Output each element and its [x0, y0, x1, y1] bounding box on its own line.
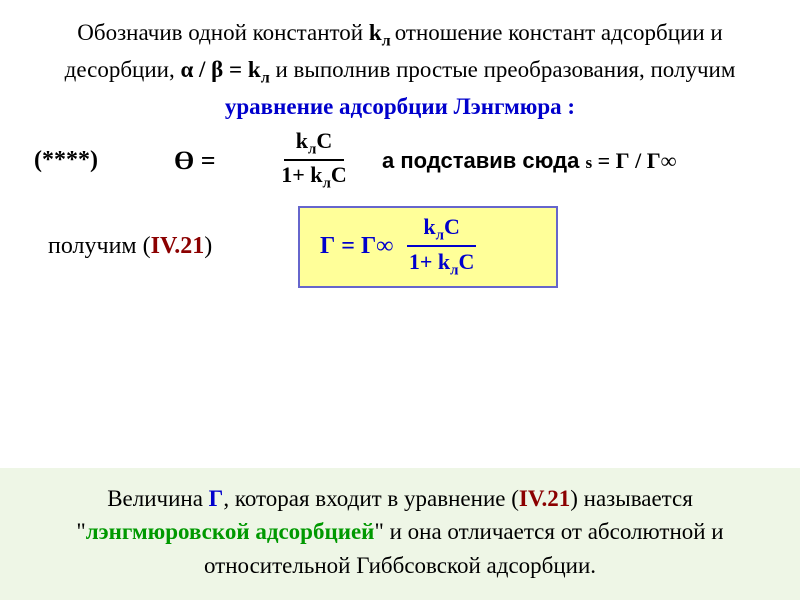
box-num-sub: л	[436, 227, 444, 243]
box-den-pre: 1+ k	[409, 249, 450, 274]
footer-t1: Величина	[107, 486, 208, 511]
line2-b: )	[204, 233, 212, 259]
eq-numerator: kлC	[284, 129, 345, 161]
footer-term: лэнгмюровской адсорбцией	[86, 519, 375, 544]
eq-num-C: C	[316, 128, 332, 153]
box-numerator: kлC	[407, 214, 476, 248]
eq-den-C: C	[331, 162, 347, 187]
footer-block: Величина Г, которая входит в уравнение (…	[0, 468, 800, 600]
intro-part3: и выполнив простые преобразования, получ…	[270, 57, 736, 82]
intro-blue: уравнение адсорбции Лэнгмюра :	[225, 94, 575, 119]
footer-t2: , которая входит в уравнение (	[223, 486, 519, 511]
eq-right-a: а подставив сюда	[382, 148, 585, 173]
box-den-C: C	[458, 249, 474, 274]
box-fraction: kлC 1+ kлC	[407, 214, 476, 280]
eq-theta: Ө =	[174, 146, 254, 176]
intro-ksub: л	[382, 33, 395, 50]
line2: получим (IV.21) Г = Г∞ kлC 1+ kлC	[30, 206, 770, 288]
box-left: Г = Г∞	[320, 233, 407, 260]
line2-left: получим (IV.21)	[30, 233, 298, 260]
line2-ref: IV.21	[151, 233, 205, 259]
line2-a: получим (	[48, 233, 151, 259]
eq-den-pre: 1+ k	[281, 162, 322, 187]
eq-right: а подставив сюда s = Г / Г∞	[374, 148, 770, 174]
intro-ratio: α / β = k	[180, 57, 260, 82]
formula-box: Г = Г∞ kлC 1+ kлC	[298, 206, 558, 288]
eq-right-eq: = Г / Г∞	[592, 148, 676, 173]
box-num-C: C	[444, 214, 460, 239]
footer-G: Г	[209, 486, 224, 511]
eq-marker: (****)	[30, 147, 174, 174]
eq-num-k: k	[296, 128, 308, 153]
intro-k: k	[369, 20, 382, 45]
eq-fraction: kлC 1+ kлC	[254, 129, 374, 192]
eq-den-sub: л	[323, 175, 331, 191]
slide: Обозначив одной константой kл отношение …	[0, 0, 800, 600]
intro-text: Обозначив одной константой kл отношение …	[30, 16, 770, 123]
intro-ratio-sub: л	[261, 70, 270, 87]
equation-row: (****) Ө = kлC 1+ kлC а подставив сюда s…	[30, 129, 770, 192]
intro-part1: Обозначив одной константой	[77, 20, 369, 45]
footer-ref: IV.21	[519, 486, 570, 511]
box-num-k: k	[423, 214, 435, 239]
eq-denominator: 1+ kлC	[254, 163, 374, 192]
box-denominator: 1+ kлC	[407, 249, 476, 280]
